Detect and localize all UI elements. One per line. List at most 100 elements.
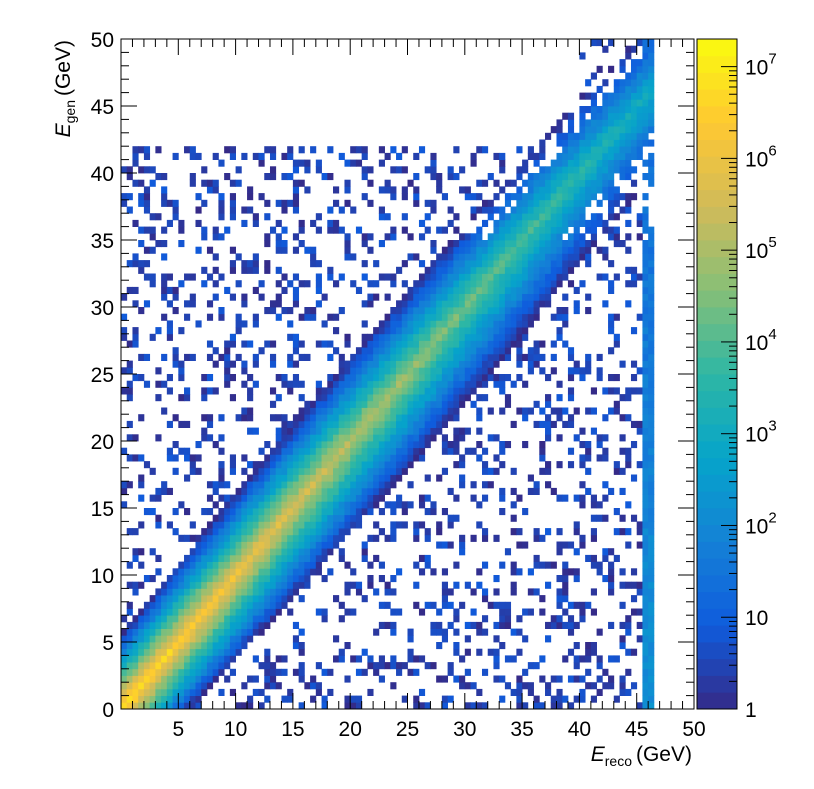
heatmap-cell [407, 481, 414, 489]
heatmap-cell [504, 615, 512, 623]
heatmap-cell [459, 340, 466, 348]
heatmap-cell [533, 152, 540, 160]
heatmap-cell [407, 427, 414, 435]
heatmap-cell [522, 407, 529, 415]
heatmap-cell [510, 233, 517, 241]
heatmap-cell [499, 300, 506, 308]
heatmap-cell [361, 380, 368, 388]
heatmap-cell [567, 132, 575, 140]
heatmap-cell [625, 173, 632, 181]
heatmap-cell [315, 461, 322, 469]
heatmap-cell [178, 219, 185, 227]
heatmap-cell [292, 286, 300, 294]
heatmap-cell [533, 360, 540, 368]
heatmap-cell [384, 360, 391, 368]
heatmap-cell [470, 213, 477, 221]
heatmap-cell [487, 434, 494, 442]
heatmap-cell [430, 159, 437, 167]
heatmap-cell [298, 568, 305, 576]
heatmap-cell [304, 186, 311, 194]
heatmap-cell [441, 260, 449, 268]
heatmap-cell [573, 253, 580, 261]
heatmap-cell [292, 434, 300, 442]
heatmap-cell [287, 588, 294, 596]
heatmap-cell [252, 260, 259, 268]
heatmap-cell [487, 253, 494, 261]
heatmap-cell [539, 260, 546, 268]
heatmap-cell [229, 260, 236, 268]
heatmap-cell [550, 407, 557, 415]
heatmap-cell [516, 286, 523, 294]
heatmap-cell [321, 454, 328, 462]
heatmap-cell [275, 682, 282, 690]
heatmap-cell [562, 152, 569, 160]
heatmap-cell [499, 621, 506, 629]
heatmap-cell [344, 461, 351, 469]
heatmap-cell [384, 467, 391, 475]
heatmap-cell [585, 199, 592, 207]
heatmap-cell [132, 648, 139, 656]
heatmap-cell [247, 702, 254, 710]
heatmap-cell [596, 454, 603, 462]
heatmap-cell [648, 79, 655, 87]
heatmap-cell [172, 575, 179, 583]
heatmap-cell [585, 146, 592, 154]
heatmap-cell [373, 494, 380, 502]
heatmap-cell [441, 508, 449, 516]
heatmap-cell [625, 581, 632, 589]
heatmap-cell [430, 601, 437, 609]
heatmap-cell [516, 246, 523, 254]
heatmap-cell [407, 253, 414, 261]
heatmap-cell [235, 595, 242, 603]
heatmap-cell [241, 561, 248, 569]
heatmap-cell [625, 193, 632, 201]
heatmap-cell [522, 206, 529, 214]
heatmap-cell [510, 246, 517, 254]
color-scale-step [697, 290, 737, 308]
heatmap-cell [378, 353, 385, 361]
heatmap-cell [258, 561, 265, 569]
heatmap-cell [143, 273, 151, 281]
heatmap-cell [510, 487, 517, 495]
heatmap-cell [608, 581, 615, 589]
heatmap-cell [464, 447, 471, 455]
heatmap-cell [378, 467, 385, 475]
heatmap-cell [441, 367, 449, 375]
heatmap-cell [579, 159, 586, 167]
heatmap-cell [281, 581, 288, 589]
heatmap-cell [539, 193, 546, 201]
heatmap-cell [562, 541, 569, 549]
heatmap-cell [229, 628, 236, 636]
heatmap-cell [384, 454, 391, 462]
heatmap-cell [252, 588, 259, 596]
heatmap-cell [189, 467, 196, 475]
heatmap-cell [344, 414, 351, 422]
heatmap-cell [269, 595, 277, 603]
heatmap-cell [264, 514, 271, 522]
heatmap-cell [648, 126, 655, 134]
heatmap-cell [201, 434, 208, 442]
heatmap-cell [608, 112, 615, 120]
heatmap-cell [355, 521, 363, 529]
heatmap-cell [596, 568, 603, 576]
heatmap-cell [436, 360, 443, 368]
heatmap-cell [396, 414, 403, 422]
heatmap-cell [476, 179, 483, 187]
heatmap-cell [648, 92, 655, 100]
heatmap-cell [269, 387, 277, 395]
heatmap-cells [121, 39, 655, 710]
heatmap-cell [499, 387, 506, 395]
heatmap-cell [384, 387, 391, 395]
heatmap-cell [373, 588, 380, 596]
heatmap-cell [459, 333, 466, 341]
heatmap-cell [361, 548, 368, 556]
heatmap-cell [585, 119, 592, 127]
heatmap-cell [636, 39, 643, 47]
heatmap-cell [481, 374, 489, 382]
heatmap-cell [625, 300, 632, 308]
heatmap-cell [613, 119, 620, 127]
heatmap-cell [441, 374, 449, 382]
heatmap-cell [264, 534, 271, 542]
heatmap-cell [201, 581, 208, 589]
heatmap-cell [310, 427, 317, 435]
